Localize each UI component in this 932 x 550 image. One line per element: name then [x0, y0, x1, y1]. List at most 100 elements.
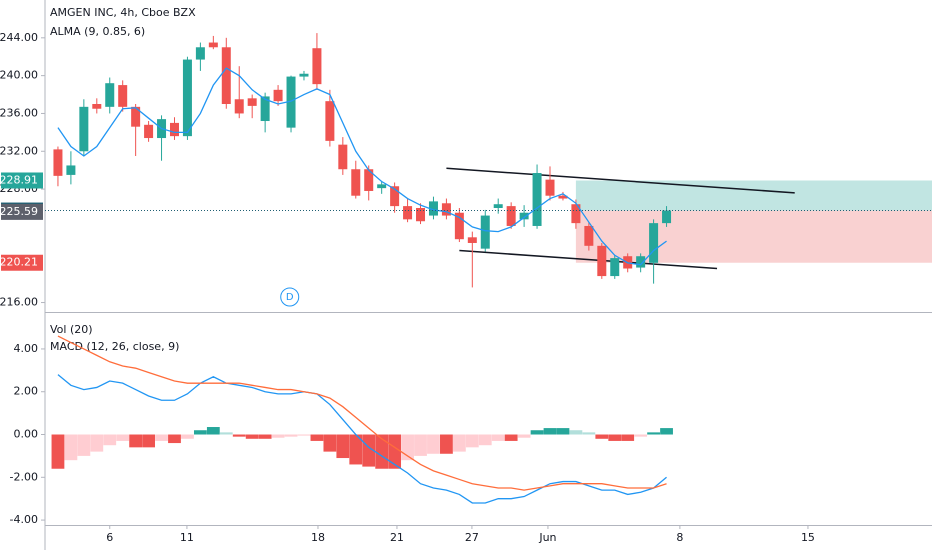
candle-body: [493, 204, 503, 208]
histogram-bar: [504, 434, 518, 441]
macd-line: [57, 374, 667, 504]
histogram-bar: [323, 434, 337, 452]
price-label: 225.59: [0, 205, 38, 218]
histogram-bar: [582, 432, 596, 435]
signal-line: [57, 335, 667, 491]
histogram-bar: [168, 434, 181, 444]
x-tick-label: 18: [311, 531, 325, 544]
histogram-bar: [647, 432, 660, 435]
histogram-bar: [634, 434, 648, 437]
position-profit: [575, 180, 932, 211]
histogram-bar: [427, 434, 440, 454]
histogram-bar: [362, 434, 376, 467]
histogram-bar: [90, 434, 104, 452]
candle-body: [390, 186, 400, 207]
histogram-bar: [569, 430, 583, 435]
event-marker[interactable]: [280, 287, 300, 307]
y-tick-label: 4.00: [14, 342, 39, 355]
y-tick-label: 0.00: [14, 428, 39, 441]
y-tick-label: -4.00: [10, 513, 38, 526]
histogram-bar: [491, 434, 505, 441]
candle-body: [208, 42, 218, 48]
candle-body: [247, 98, 257, 106]
trend-line: [446, 167, 795, 194]
histogram-bar: [595, 434, 609, 439]
y-tick-label: 244.00: [0, 31, 38, 44]
price-label: 220.21: [0, 256, 38, 269]
volume-label: Vol (20): [50, 323, 93, 336]
candle-body: [312, 48, 322, 85]
event-label: D: [286, 292, 294, 303]
candle-body: [506, 206, 516, 226]
candle-body: [195, 47, 205, 60]
candle-body: [558, 195, 568, 199]
candle-body: [221, 47, 231, 104]
candle-body: [571, 204, 581, 224]
histogram-bar: [608, 434, 622, 441]
histogram-bar: [116, 434, 130, 441]
histogram-bar: [245, 434, 259, 439]
candle-body: [441, 203, 451, 216]
histogram-bar: [375, 434, 389, 469]
candle-body: [182, 59, 192, 137]
x-tick-label: Jun: [538, 531, 556, 544]
y-tick-label: 2.00: [14, 385, 39, 398]
candle-body: [377, 184, 387, 189]
price-label-box: [1, 254, 43, 271]
candle-body: [325, 101, 335, 141]
histogram-bar: [64, 434, 78, 461]
candle-body: [286, 76, 296, 128]
candle-body: [519, 212, 529, 220]
y-tick-label: 232.00: [0, 144, 38, 157]
histogram-bar: [271, 434, 285, 438]
candle-body: [66, 165, 76, 175]
candle-body: [649, 223, 659, 263]
candle-body: [636, 256, 646, 268]
histogram-bar: [51, 434, 65, 469]
histogram-bar: [414, 434, 427, 456]
candle-body: [299, 73, 309, 77]
histogram-bar: [478, 434, 492, 446]
symbol-title: AMGEN INC, 4h, Cboe BZX: [50, 6, 196, 19]
candle-body: [403, 206, 413, 220]
y-tick-label: 236.00: [0, 106, 38, 119]
histogram-bar: [193, 430, 207, 435]
y-tick-label: -2.00: [10, 470, 38, 483]
candle-body: [364, 169, 374, 191]
candle-body: [169, 122, 179, 137]
histogram-bar: [556, 428, 570, 435]
price-label-box: [1, 203, 43, 220]
histogram-bar: [621, 434, 635, 441]
indicator-label: ALMA (9, 0.85, 6): [50, 25, 145, 38]
candle-body: [662, 210, 672, 224]
x-tick-label: 21: [390, 531, 404, 544]
candle-body: [610, 258, 620, 277]
candle-body: [467, 237, 477, 243]
histogram-bar: [284, 434, 298, 437]
histogram-bar: [452, 434, 466, 452]
histogram-bar: [517, 434, 531, 438]
candle-body: [144, 124, 154, 139]
histogram-bar: [297, 434, 311, 436]
histogram-bar: [155, 434, 168, 441]
candle-body: [234, 99, 244, 114]
histogram-bar: [349, 434, 363, 465]
histogram-bar: [660, 428, 673, 435]
x-tick-label: 27: [465, 531, 479, 544]
candle-body: [351, 169, 361, 196]
x-tick-label: 11: [180, 531, 194, 544]
candle-body: [105, 83, 115, 107]
candle-body: [428, 201, 438, 216]
candle-body: [416, 208, 426, 222]
x-tick-label: 8: [676, 531, 683, 544]
histogram-bar: [232, 434, 246, 437]
candle-body: [584, 225, 594, 246]
candle-body: [480, 215, 490, 249]
position-loss: [575, 210, 932, 263]
candle-body: [79, 106, 89, 152]
candle-body: [273, 89, 283, 102]
candle-body: [545, 179, 555, 196]
